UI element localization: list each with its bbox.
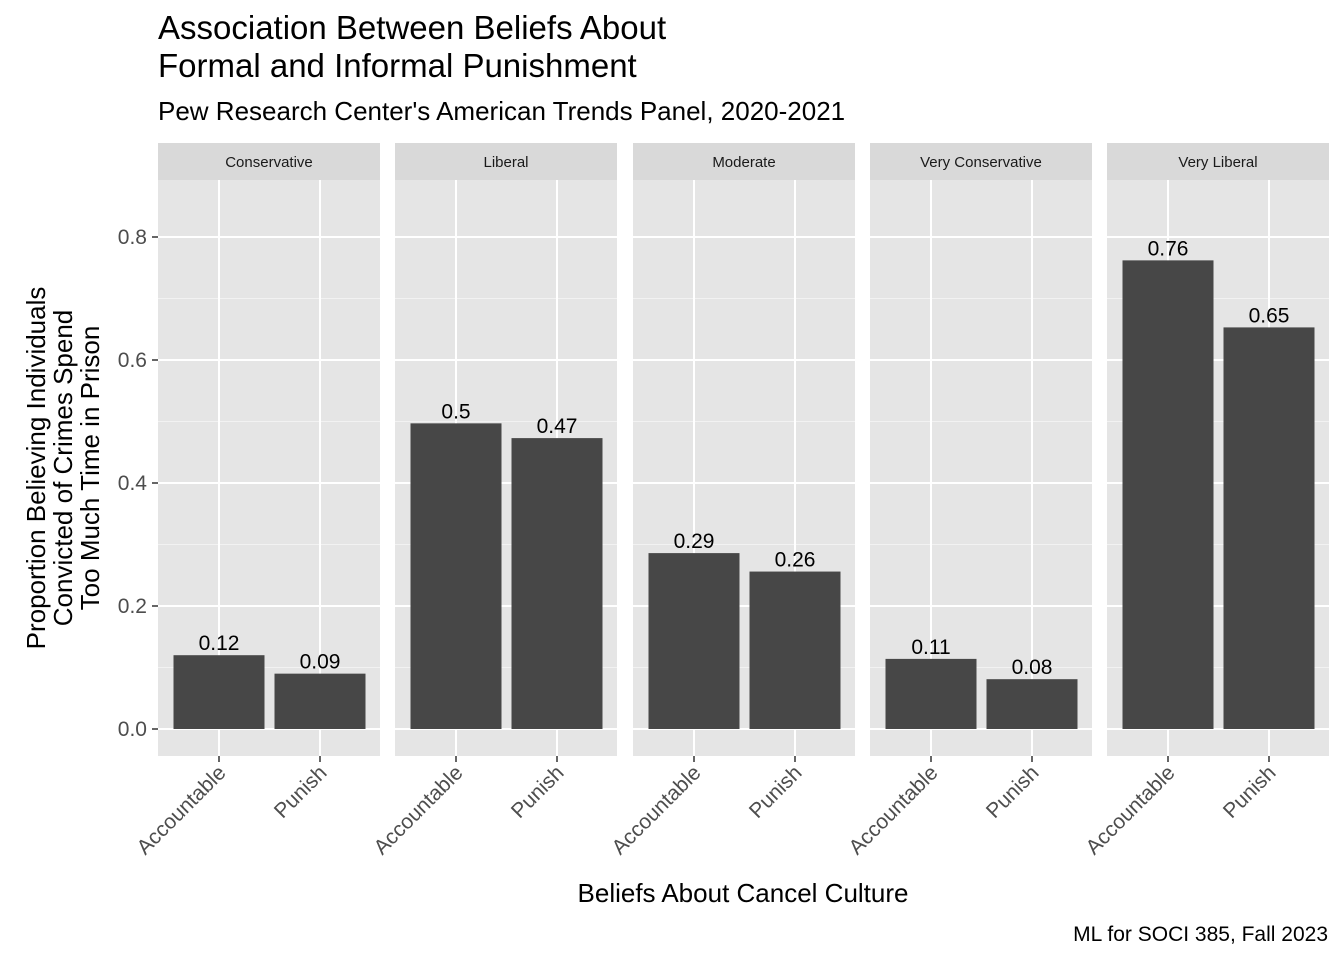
facet-strip	[870, 143, 1092, 180]
chart-subtitle: Pew Research Center's American Trends Pa…	[158, 96, 845, 126]
facet-strip	[395, 143, 617, 180]
facet-strip-label: Moderate	[712, 154, 775, 171]
bar-value-label: 0.29	[674, 530, 715, 553]
bar-value-label: 0.5	[441, 400, 470, 423]
x-axis-label: Beliefs About Cancel Culture	[578, 878, 909, 908]
y-axis-label-line-3: Too Much Time in Prison	[75, 326, 105, 611]
facet-strip	[158, 143, 380, 180]
bar	[274, 673, 366, 729]
bar	[648, 553, 740, 729]
facet-strip	[1107, 143, 1329, 180]
plot-area: 0.0 0.2 0.4 0.6 0.8 Conservative 0.12 0.09 Accou…	[118, 143, 1329, 859]
y-tick-label: 0.8	[118, 226, 147, 249]
bar	[173, 655, 265, 729]
y-axis-label-line-2: Convicted of Crimes Spend	[48, 310, 78, 626]
y-tick-label: 0.4	[118, 472, 148, 495]
chart-caption: ML for SOCI 385, Fall 2023	[1073, 923, 1328, 946]
facet-strip-label: Conservative	[225, 154, 313, 171]
x-tick-label: Accountable	[370, 761, 468, 859]
bar	[885, 658, 977, 729]
y-tick-label: 0.2	[118, 595, 147, 618]
facet-strip-label: Liberal	[483, 154, 528, 171]
x-tick-label: Punish	[507, 761, 569, 823]
bar	[986, 679, 1078, 729]
facet-strip-label: Very Conservative	[920, 154, 1042, 171]
x-tick-label: Punish	[270, 761, 332, 823]
bar-value-label: 0.47	[537, 415, 578, 438]
chart-title-line-1: Association Between Beliefs About	[158, 9, 666, 46]
bar-value-label: 0.12	[199, 632, 240, 655]
bar-value-label: 0.26	[775, 549, 816, 572]
chart-title-line-2: Formal and Informal Punishment	[158, 47, 637, 84]
x-tick-label: Punish	[1219, 761, 1281, 823]
bar-value-label: 0.65	[1249, 304, 1290, 327]
x-tick-label: Accountable	[608, 761, 706, 859]
bar	[1122, 260, 1214, 729]
y-axis-label-line-1: Proportion Believing Individuals	[21, 287, 51, 650]
facet-strip	[633, 143, 855, 180]
bar	[410, 423, 502, 729]
x-tick-label: Accountable	[845, 761, 943, 859]
y-tick-label: 0.6	[118, 349, 147, 372]
bar-value-label: 0.76	[1148, 237, 1189, 260]
x-tick-label: Accountable	[133, 761, 231, 859]
x-tick-label: Accountable	[1082, 761, 1180, 859]
bar	[511, 438, 603, 729]
bar-value-label: 0.08	[1012, 656, 1053, 679]
bar	[1223, 327, 1315, 729]
x-tick-label: Punish	[982, 761, 1044, 823]
bar-value-label: 0.09	[300, 651, 341, 674]
y-tick-label: 0.0	[118, 718, 147, 741]
bar	[749, 571, 841, 729]
bar-value-label: 0.11	[911, 636, 950, 659]
x-tick-label: Punish	[745, 761, 807, 823]
facet-strip-label: Very Liberal	[1178, 154, 1257, 171]
